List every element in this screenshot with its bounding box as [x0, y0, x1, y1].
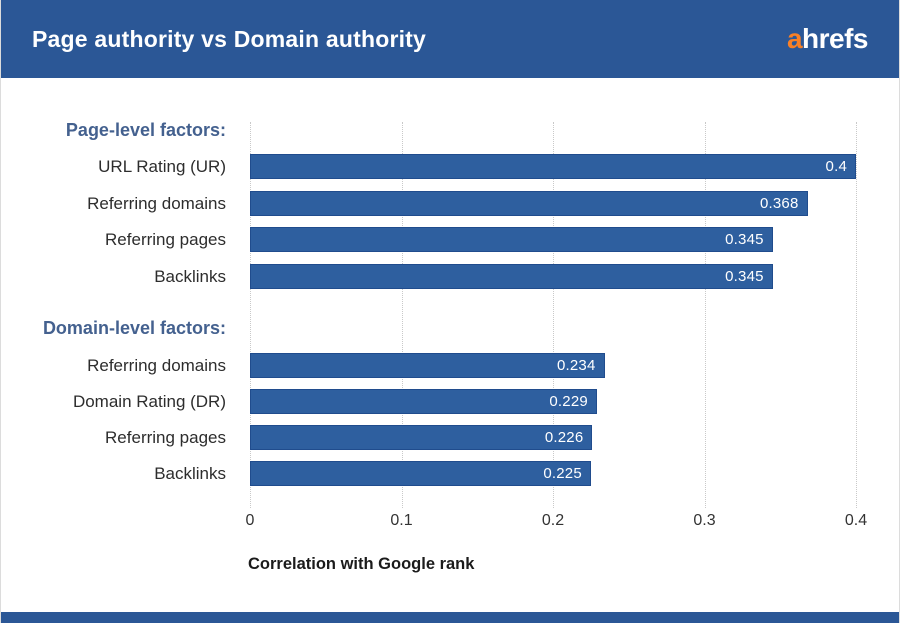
x-tick-label: 0.4 — [844, 512, 868, 529]
group-heading: Domain-level factors: — [42, 318, 226, 338]
category-label: Backlinks — [154, 463, 226, 483]
x-tick-label: 0.2 — [541, 512, 565, 529]
ahrefs-logo-rest: hrefs — [802, 23, 868, 54]
header-bar: Page authority vs Domain authority ahref… — [1, 0, 899, 78]
bar-value-label: 0.345 — [725, 231, 764, 248]
plot-gridlines — [250, 122, 857, 508]
group-heading: Page-level factors: — [65, 120, 226, 140]
page-title: Page authority vs Domain authority — [32, 25, 427, 52]
ahrefs-logo-accent: a — [786, 23, 803, 54]
footer-bar — [1, 612, 899, 623]
category-label: Backlinks — [154, 266, 226, 286]
x-tick-label: 0.3 — [693, 512, 716, 529]
gridline — [250, 122, 251, 508]
bar: 0.225 — [250, 460, 591, 486]
category-label: Referring pages — [105, 230, 226, 249]
bar-value-label: 0.345 — [725, 267, 764, 285]
ahrefs-logo: ahrefs — [786, 23, 869, 55]
gridline — [704, 122, 706, 508]
bar: 0.345 — [250, 227, 773, 252]
gridline — [553, 122, 554, 508]
x-tick-label: 0 — [245, 512, 255, 529]
bar-value-label: 0.229 — [549, 392, 588, 410]
bar: 0.234 — [250, 352, 605, 378]
category-label: Referring domains — [87, 355, 226, 375]
bar-value-label: 0.4 — [825, 158, 847, 175]
bar: 0.345 — [250, 263, 773, 289]
gridline — [401, 122, 403, 508]
category-label: Referring domains — [87, 193, 226, 213]
chart-area: Correlation with Google rank Page-level … — [1, 78, 899, 612]
x-axis-title: Correlation with Google rank — [248, 555, 475, 573]
bar: 0.229 — [250, 388, 597, 414]
category-label: URL Rating (UR) — [98, 157, 226, 176]
bar-value-label: 0.368 — [759, 194, 799, 212]
bar-value-label: 0.234 — [556, 356, 596, 374]
category-label: Referring pages — [105, 427, 226, 447]
gridline — [856, 122, 857, 508]
bar: 0.4 — [250, 154, 856, 179]
x-tick-label: 0.1 — [390, 512, 413, 529]
bar: 0.368 — [250, 190, 808, 216]
bar-value-label: 0.225 — [543, 464, 582, 482]
bar-value-label: 0.226 — [544, 428, 584, 446]
category-label: Domain Rating (DR) — [72, 391, 226, 411]
bar: 0.226 — [250, 424, 593, 450]
